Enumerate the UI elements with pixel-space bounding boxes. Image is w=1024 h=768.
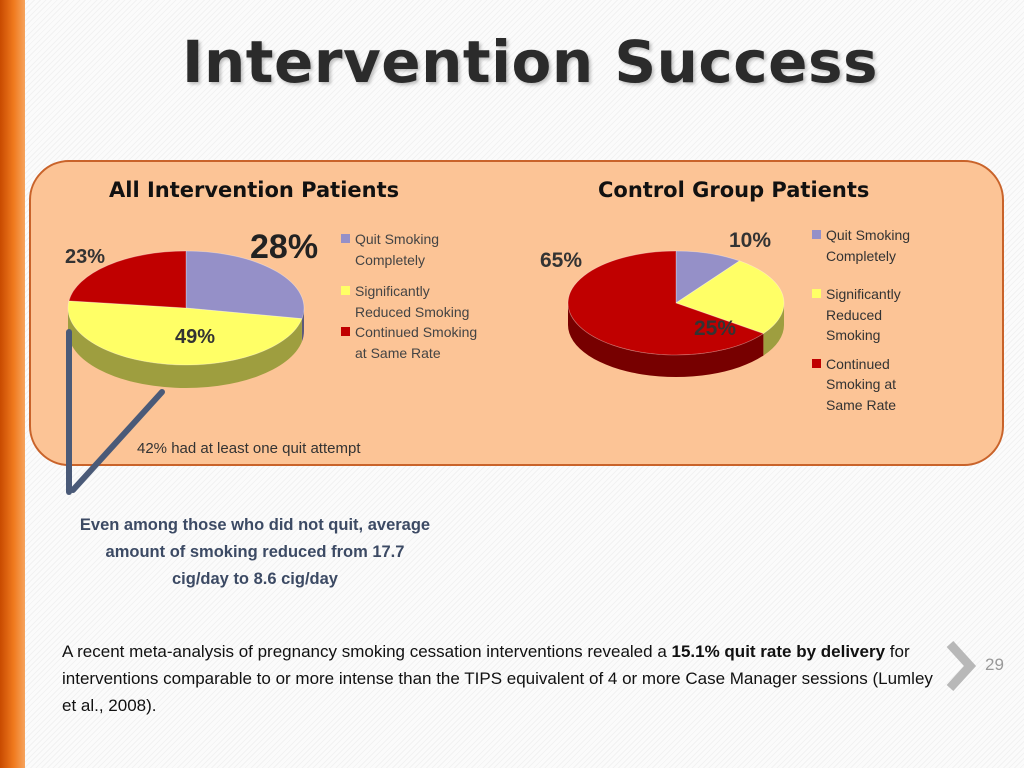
- chevron-right-icon: [946, 640, 977, 692]
- pie2-label-quit: 10%: [729, 229, 772, 252]
- slide-title: Intervention Success: [181, 28, 879, 96]
- pie-side-reduced: [68, 308, 302, 388]
- chart-title-intervention: All Intervention Patients: [109, 178, 400, 202]
- page-number: 29: [985, 655, 1004, 674]
- legend-item-quit: Quit Smoking Completely: [341, 229, 481, 270]
- legend-item-reduced: Significantly Reduced Smoking: [812, 284, 932, 346]
- pie-slice-continued: [68, 250, 187, 309]
- legend-item-reduced: Significantly Reduced Smoking: [341, 281, 481, 322]
- pie-slice-quit: [675, 250, 741, 304]
- pie-side-reduced: [763, 303, 784, 356]
- callout-line: amount of smoking reduced from 17.7: [105, 543, 405, 561]
- chart-title-control: Control Group Patients: [598, 178, 870, 202]
- arrow-icon: [66, 329, 165, 495]
- left-accent-bar: [0, 0, 25, 768]
- callout-text: Even among those who did not quit, avera…: [40, 512, 470, 593]
- legend-label: Continued Smoking at Same Rate: [826, 355, 897, 413]
- legend-swatch-quit: [341, 234, 350, 243]
- body-text-highlight: 15.1% quit rate by delivery: [671, 642, 886, 661]
- meta-analysis-paragraph: A recent meta-analysis of pregnancy smok…: [62, 638, 940, 719]
- legend-control: Quit Smoking Completely Significantly Re…: [812, 225, 932, 415]
- pie-slice-continued: [567, 250, 765, 356]
- pie1-label-quit: 28%: [250, 228, 319, 266]
- quit-attempt-footnote: 42% had at least one quit attempt: [137, 440, 361, 457]
- legend-label: Continued Smoking at Same Rate: [355, 324, 478, 361]
- legend-item-quit: Quit Smoking Completely: [812, 225, 932, 266]
- legend-item-continued: Continued Smoking at Same Rate: [341, 322, 481, 363]
- pie1-label-reduced: 49%: [175, 326, 216, 348]
- pie-slice-reduced: [67, 300, 303, 366]
- body-text-end: for interventions comparable to or more …: [62, 642, 933, 715]
- legend-label: Quit Smoking Completely: [826, 227, 911, 264]
- body-text-start: A recent meta-analysis of pregnancy smok…: [62, 642, 672, 661]
- legend-swatch-reduced: [812, 289, 821, 298]
- legend-swatch-continued: [812, 358, 821, 368]
- pie2-label-continued: 65%: [540, 249, 583, 272]
- pie1-label-continued: 23%: [65, 246, 106, 268]
- pie-side-continued: [568, 303, 764, 377]
- pie-chart-intervention: [67, 250, 305, 388]
- pie-chart-control: [567, 250, 785, 377]
- pie-slice-reduced: [675, 260, 785, 335]
- callout-line: Even among those who did not quit, avera…: [79, 516, 431, 534]
- legend-swatch-reduced: [341, 286, 350, 295]
- pie-side-quit: [301, 308, 304, 342]
- legend-swatch-quit: [812, 230, 821, 239]
- legend-item-continued: Continued Smoking at Same Rate: [812, 354, 932, 416]
- callout-line: cig/day to 8.6 cig/day: [172, 570, 338, 588]
- legend-swatch-continued: [341, 327, 350, 336]
- legend-label: Significantly Reduced Smoking: [355, 283, 470, 320]
- legend-label: Significantly Reduced Smoking: [826, 286, 901, 343]
- pie2-label-reduced: 25%: [694, 317, 737, 340]
- legend-label: Quit Smoking Completely: [355, 231, 440, 268]
- pie-slice-quit: [185, 250, 305, 320]
- legend-intervention: Quit Smoking Completely Significantly Re…: [341, 229, 481, 363]
